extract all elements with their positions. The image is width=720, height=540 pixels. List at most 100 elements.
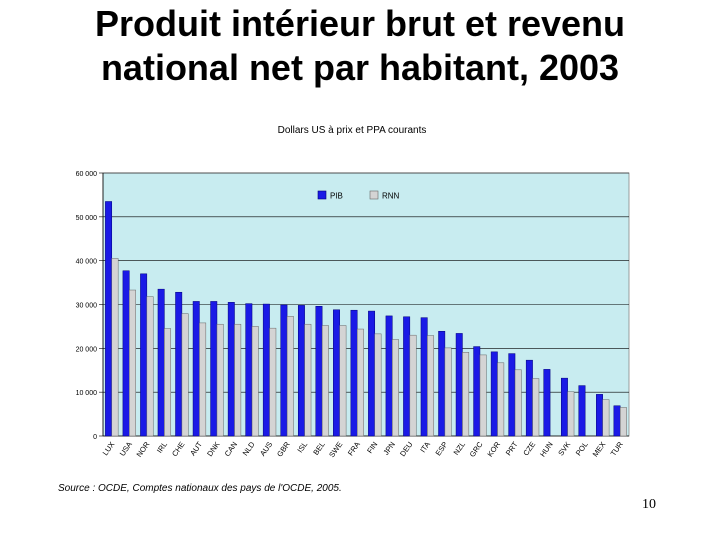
x-tick-label: SWE bbox=[327, 440, 344, 459]
bar-pib-kor bbox=[490, 351, 498, 437]
bar-pib-nor bbox=[140, 273, 148, 437]
bar-pib-hun bbox=[543, 369, 551, 437]
bar-rnn-deu bbox=[409, 334, 417, 437]
x-tick-label: FRA bbox=[346, 440, 362, 457]
x-tick-label: TUR bbox=[609, 440, 626, 458]
bar-rnn-cze bbox=[532, 378, 540, 437]
bar-rnn-dnk bbox=[216, 323, 224, 437]
chart-subtitle: Dollars US à prix et PPA courants bbox=[278, 125, 427, 136]
bar-pib-jpn bbox=[385, 315, 393, 437]
x-tick-label: KOR bbox=[485, 440, 502, 459]
bar-rnn-prt bbox=[514, 369, 522, 437]
bar-pib-can bbox=[227, 302, 235, 437]
x-tick-label: CAN bbox=[223, 440, 239, 458]
x-tick-label: HUN bbox=[538, 440, 555, 458]
bar-pib-deu bbox=[403, 316, 411, 437]
bar-pib-irl bbox=[157, 288, 165, 437]
x-tick-label: CHE bbox=[170, 440, 186, 458]
y-tick-label: 50 000 bbox=[76, 215, 98, 222]
bar-rnn-nzl bbox=[462, 352, 470, 437]
x-tick-label: GBR bbox=[275, 440, 292, 459]
bar-rnn-esp bbox=[444, 347, 452, 437]
x-tick-label: POL bbox=[574, 440, 590, 457]
bar-rnn-tur bbox=[619, 407, 627, 437]
bar-pib-svk bbox=[560, 377, 568, 437]
bar-rnn-jpn bbox=[392, 339, 399, 437]
bar-pib-bel bbox=[315, 306, 323, 437]
bar-rnn-fin bbox=[374, 333, 382, 437]
x-tick-label: JPN bbox=[381, 440, 397, 457]
title-line-2: national net par habitant, 2003 bbox=[100, 47, 620, 88]
bar-pib-nzl bbox=[455, 333, 463, 437]
x-tick-label: ITA bbox=[418, 440, 432, 454]
legend-swatch-pib bbox=[317, 190, 327, 200]
slide-title: Produit intérieur brut et revenu nationa… bbox=[0, 2, 720, 90]
bar-rnn-bel bbox=[321, 325, 329, 437]
bar-pib-aut bbox=[192, 301, 200, 437]
source-note: Source : OCDE, Comptes nationaux des pay… bbox=[58, 483, 342, 494]
x-tick-label: USA bbox=[118, 440, 134, 458]
bar-rnn-mex bbox=[602, 399, 610, 437]
y-tick-label: 10 000 bbox=[76, 390, 98, 397]
bar-rnn-lux bbox=[111, 258, 119, 437]
bar-rnn-ita bbox=[427, 335, 435, 437]
bar-pib-fin bbox=[368, 310, 376, 437]
bar-rnn-nld bbox=[251, 326, 259, 437]
bar-rnn-irl bbox=[164, 328, 172, 437]
bar-rnn-isl bbox=[304, 323, 312, 437]
bar-pib-cze bbox=[525, 359, 533, 437]
bar-pib-isl bbox=[297, 305, 305, 437]
bar-pib-nld bbox=[245, 303, 253, 437]
x-tick-label: IRL bbox=[155, 440, 169, 455]
bar-rnn-aus bbox=[269, 327, 277, 437]
bar-rnn-fra bbox=[356, 328, 364, 437]
bar-rnn-gbr bbox=[286, 316, 294, 437]
bar-rnn-che bbox=[181, 313, 189, 437]
legend-swatch-rnn bbox=[369, 190, 379, 200]
x-tick-label: ISL bbox=[295, 440, 309, 454]
bar-pib-prt bbox=[508, 353, 516, 437]
x-tick-label: NLD bbox=[241, 440, 257, 458]
x-tick-label: DEU bbox=[398, 440, 414, 458]
bar-pib-gbr bbox=[280, 304, 288, 437]
page-number: 10 bbox=[642, 497, 656, 512]
bar-pib-aus bbox=[262, 303, 270, 437]
x-tick-label: BEL bbox=[311, 440, 327, 457]
legend-label-pib: PIB bbox=[330, 192, 343, 201]
legend-label-rnn: RNN bbox=[382, 192, 400, 201]
x-tick-label: MEX bbox=[591, 440, 608, 458]
bar-rnn-kor bbox=[497, 362, 505, 437]
y-tick-label: 40 000 bbox=[76, 259, 98, 266]
bar-rnn-nor bbox=[146, 296, 154, 437]
bar-pib-pol bbox=[578, 385, 586, 437]
x-tick-label: AUS bbox=[258, 440, 274, 458]
y-tick-label: 0 bbox=[93, 434, 97, 441]
x-tick-label: FIN bbox=[365, 440, 379, 455]
bar-pib-esp bbox=[438, 330, 446, 437]
bar-pib-mex bbox=[596, 394, 603, 437]
x-tick-label: GRC bbox=[468, 440, 485, 459]
bar-pib-dnk bbox=[210, 301, 218, 437]
bar-pib-che bbox=[175, 291, 183, 437]
y-tick-label: 60 000 bbox=[76, 171, 98, 178]
bar-rnn-grc bbox=[479, 354, 487, 437]
bar-rnn-can bbox=[234, 323, 242, 437]
title-line-1: Produit intérieur brut et revenu bbox=[94, 3, 626, 44]
bar-rnn-aut bbox=[199, 322, 207, 437]
bar-rnn-usa bbox=[129, 289, 136, 437]
x-tick-label: ESP bbox=[434, 440, 450, 457]
bar-rnn-swe bbox=[339, 325, 347, 437]
x-tick-label: DNK bbox=[205, 440, 221, 458]
x-tick-label: AUT bbox=[188, 440, 204, 458]
x-tick-label: CZE bbox=[521, 440, 537, 457]
bar-pib-swe bbox=[333, 309, 340, 437]
x-tick-label: NZL bbox=[452, 440, 468, 457]
y-tick-label: 30 000 bbox=[76, 303, 98, 310]
bar-pib-tur bbox=[613, 405, 621, 437]
bar-pib-lux bbox=[105, 201, 113, 437]
bar-pib-ita bbox=[420, 317, 428, 437]
bar-pib-fra bbox=[350, 309, 358, 437]
y-tick-label: 20 000 bbox=[76, 346, 98, 353]
bar-pib-grc bbox=[473, 346, 481, 437]
